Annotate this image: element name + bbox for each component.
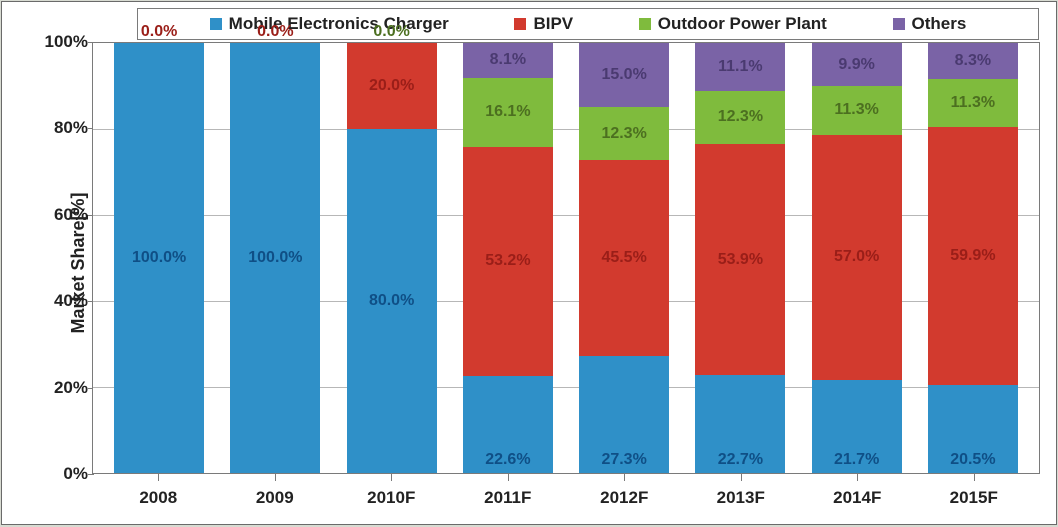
y-tick: 100% bbox=[38, 32, 88, 52]
segment-value-label: 20.5% bbox=[950, 451, 995, 469]
bar-segment: 45.5% bbox=[579, 160, 669, 355]
bar-segment: 8.3% bbox=[928, 43, 1018, 79]
segment-value-label: 59.9% bbox=[950, 247, 995, 265]
segment-value-label: 12.3% bbox=[601, 125, 646, 143]
segment-value-label: 11.3% bbox=[951, 94, 995, 112]
x-tick-label: 2015F bbox=[929, 474, 1019, 524]
bars-container: 100.0%0.0%100.0%0.0%80.0%20.0%0.0%22.6%5… bbox=[93, 43, 1039, 473]
segment-value-label: 0.0% bbox=[141, 23, 177, 41]
segment-value-label: 100.0% bbox=[132, 249, 186, 267]
bar-segment: 20.0% bbox=[347, 43, 437, 129]
segment-value-label: 22.7% bbox=[718, 451, 763, 469]
bar-segment: 21.7% bbox=[812, 380, 902, 473]
plot-area: 100.0%0.0%100.0%0.0%80.0%20.0%0.0%22.6%5… bbox=[92, 42, 1040, 474]
legend-swatch bbox=[893, 18, 905, 30]
segment-value-label: 20.0% bbox=[369, 77, 414, 95]
bar: 22.7% 53.9% 12.3% 11.1% bbox=[695, 43, 785, 473]
bar-segment: 53.2% bbox=[463, 147, 553, 376]
x-tick-label: 2010F bbox=[346, 474, 436, 524]
legend-item-mobile-electronics-charger: Mobile Electronics Charger bbox=[210, 14, 449, 34]
segment-value-label: 16.1% bbox=[485, 103, 530, 121]
legend-item-bipv: BIPV bbox=[514, 14, 573, 34]
segment-value-label: 9.9% bbox=[838, 56, 874, 74]
bar-segment: 57.0% bbox=[812, 135, 902, 380]
segment-value-label: 21.7% bbox=[834, 451, 879, 469]
x-tick-label: 2013F bbox=[696, 474, 786, 524]
bar-segment: 22.6% bbox=[463, 376, 553, 473]
chart-frame: Mobile Electronics Charger BIPV Outdoor … bbox=[1, 1, 1057, 525]
y-axis-ticks: 0% 20% 40% 60% 80% 100% bbox=[42, 42, 92, 474]
bar-segment: 80.0% bbox=[347, 129, 437, 473]
legend-swatch bbox=[639, 18, 651, 30]
segment-value-label: 80.0% bbox=[369, 292, 414, 310]
y-tick: 0% bbox=[38, 464, 88, 484]
bar-segment: 12.3% bbox=[695, 91, 785, 144]
bar: 20.5% 59.9% 11.3% 8.3% bbox=[928, 43, 1018, 473]
bar: 21.7% 57.0% 11.3% 9.9% bbox=[812, 43, 902, 473]
x-tick-label: 2008 bbox=[113, 474, 203, 524]
segment-value-label: 100.0% bbox=[248, 249, 302, 267]
legend-item-others: Others bbox=[893, 14, 967, 34]
bar-segment: 22.7% bbox=[695, 375, 785, 473]
legend-swatch bbox=[514, 18, 526, 30]
bar-segment: 11.1% bbox=[695, 43, 785, 91]
segment-value-label: 11.3% bbox=[834, 101, 878, 119]
x-axis-ticks: 2008 2009 2010F 2011F 2012F 2013F 2014F 2015F bbox=[92, 474, 1040, 524]
bar-segment: 27.3% bbox=[579, 356, 669, 473]
y-tick: 80% bbox=[38, 118, 88, 138]
y-tick: 40% bbox=[38, 291, 88, 311]
bar-segment: 8.1% bbox=[463, 43, 553, 78]
x-tick-label: 2012F bbox=[579, 474, 669, 524]
bar-segment: 16.1% bbox=[463, 78, 553, 147]
bar: 100.0%0.0% bbox=[230, 43, 320, 473]
y-tick: 60% bbox=[38, 205, 88, 225]
legend-label: BIPV bbox=[533, 14, 573, 34]
bar: 22.6% 53.2% 16.1% 8.1% bbox=[463, 43, 553, 473]
segment-value-label: 27.3% bbox=[601, 451, 646, 469]
bar-segment: 11.3% bbox=[812, 86, 902, 135]
segment-value-label: 53.9% bbox=[718, 251, 763, 269]
legend-swatch bbox=[210, 18, 222, 30]
x-tick-label: 2009 bbox=[230, 474, 320, 524]
segment-value-label: 15.0% bbox=[601, 66, 646, 84]
segment-value-label: 57.0% bbox=[834, 248, 879, 266]
segment-value-label: 53.2% bbox=[485, 252, 530, 270]
segment-value-label: 12.3% bbox=[718, 108, 763, 126]
segment-value-label: 11.1% bbox=[718, 58, 762, 76]
segment-value-label: 0.0% bbox=[373, 23, 409, 41]
bar-segment: 9.9% bbox=[812, 43, 902, 86]
bar: 80.0%20.0%0.0% bbox=[347, 43, 437, 473]
bar-segment: 11.3% bbox=[928, 79, 1018, 128]
bar: 27.3% 45.5% 12.3% 15.0% bbox=[579, 43, 669, 473]
legend-label: Others bbox=[912, 14, 967, 34]
bar-segment: 15.0% bbox=[579, 43, 669, 107]
segment-value-label: 8.3% bbox=[955, 52, 991, 70]
bar-segment: 12.3% bbox=[579, 107, 669, 160]
segment-value-label: 8.1% bbox=[490, 51, 526, 69]
bar-segment: 53.9% bbox=[695, 144, 785, 376]
bar-segment: 59.9% bbox=[928, 127, 1018, 385]
x-tick-label: 2011F bbox=[463, 474, 553, 524]
bar: 100.0%0.0% bbox=[114, 43, 204, 473]
legend-item-outdoor-power-plant: Outdoor Power Plant bbox=[639, 14, 827, 34]
segment-value-label: 45.5% bbox=[601, 249, 646, 267]
segment-value-label: 0.0% bbox=[257, 23, 293, 41]
bar-segment: 20.5% bbox=[928, 385, 1018, 473]
bar-segment: 100.0% bbox=[230, 43, 320, 473]
legend-label: Outdoor Power Plant bbox=[658, 14, 827, 34]
bar-segment: 100.0% bbox=[114, 43, 204, 473]
segment-value-label: 22.6% bbox=[485, 451, 530, 469]
x-tick-label: 2014F bbox=[812, 474, 902, 524]
y-tick: 20% bbox=[38, 378, 88, 398]
